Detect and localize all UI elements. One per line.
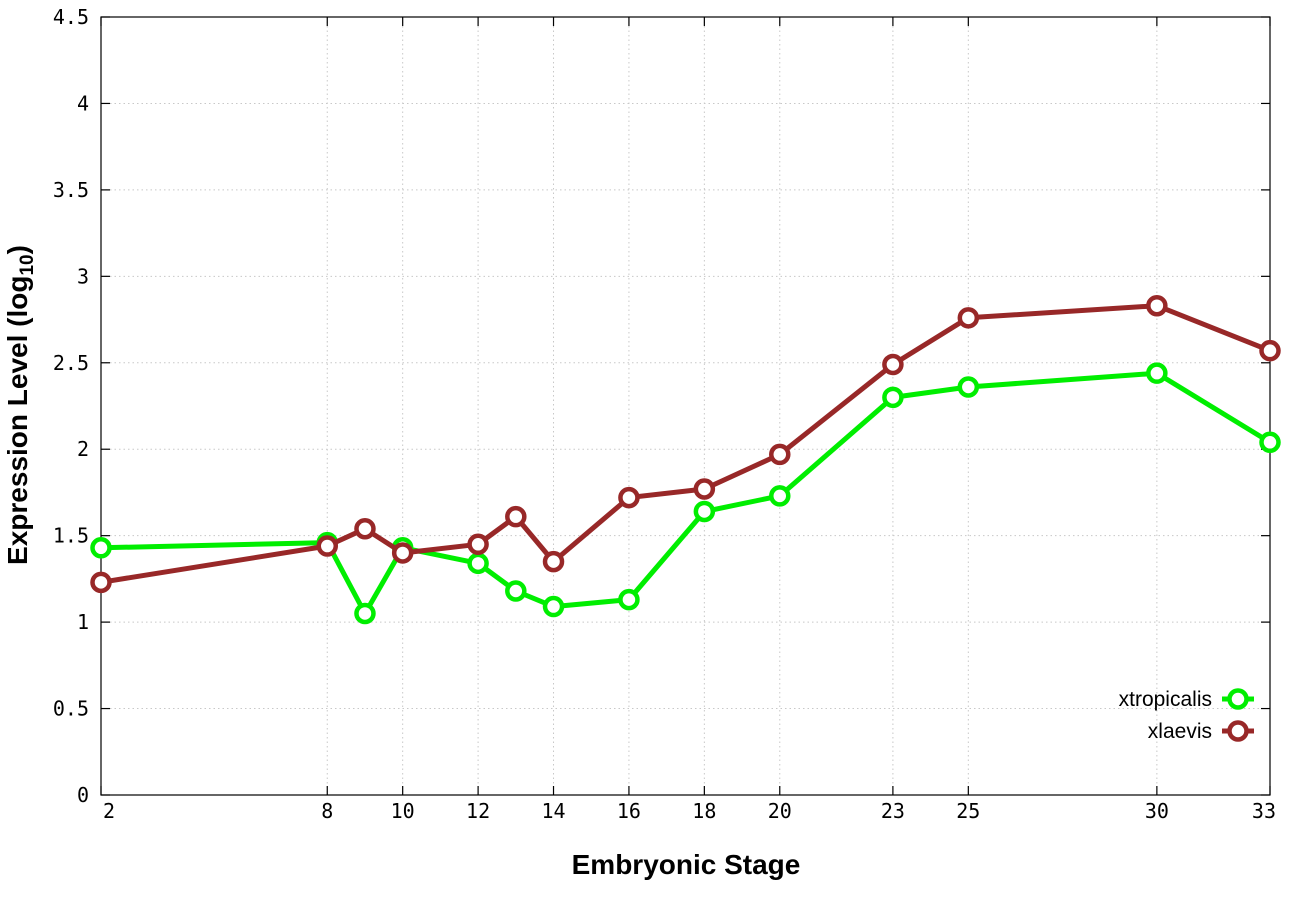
x-tick-label: 33: [1252, 799, 1276, 823]
y-tick-label: 2.5: [53, 351, 89, 375]
y-tick-label: 0: [77, 783, 89, 807]
y-axis-tick-labels: 0 0.5 1 1.5 2 2.5 3 3.5 4 4.5: [53, 5, 89, 807]
y-axis-title-suffix: ): [2, 245, 33, 254]
x-tick-label: 14: [541, 799, 565, 823]
x-tick-label: 16: [617, 799, 641, 823]
y-axis-title-main: Expression Level (log: [2, 276, 33, 565]
legend: xtropicalis xlaevis: [1119, 688, 1254, 743]
x-axis-tick-labels: 2 8 10 12 14 16 18 20 23 25 30 33: [103, 799, 1276, 823]
legend-marker-xtropicalis: [1227, 688, 1249, 710]
data-point-xtropicalis: [957, 376, 980, 398]
y-tick-label: 4: [77, 91, 89, 115]
data-point-xlaevis: [618, 486, 640, 509]
data-point-xlaevis: [316, 535, 339, 557]
data-point-xtropicalis: [505, 580, 527, 602]
data-point-xlaevis: [354, 518, 376, 540]
x-axis-title: Embryonic Stage: [572, 849, 801, 880]
x-tick-label: 25: [956, 799, 980, 823]
data-point-xtropicalis: [882, 386, 904, 409]
y-tick-label: 1.5: [53, 524, 89, 548]
series-layer: [90, 294, 1281, 625]
data-point-xtropicalis: [542, 595, 565, 618]
x-tick-label: 12: [466, 799, 490, 823]
grid-layer: [101, 17, 1270, 795]
data-point-xlaevis: [882, 353, 904, 376]
legend-item-xtropicalis: xtropicalis: [1119, 688, 1254, 711]
data-point-xtropicalis: [618, 588, 640, 611]
y-tick-label: 0.5: [53, 697, 89, 721]
data-point-xtropicalis: [693, 500, 716, 523]
x-tick-label: 30: [1145, 799, 1169, 823]
data-point-xtropicalis: [1259, 431, 1281, 454]
data-point-xlaevis: [769, 443, 791, 466]
x-tick-label: 8: [321, 799, 333, 823]
data-point-xtropicalis: [1146, 362, 1168, 384]
data-point-xlaevis: [90, 571, 112, 594]
x-tick-label: 20: [768, 799, 792, 823]
y-axis-title-subscript: 10: [17, 254, 38, 275]
data-point-xtropicalis: [769, 485, 791, 507]
y-tick-label: 2: [77, 437, 89, 461]
y-tick-label: 1: [77, 610, 89, 634]
series-line-xtropicalis: [100, 370, 1272, 616]
x-tick-label: 10: [391, 799, 415, 823]
data-point-xlaevis: [505, 505, 527, 528]
data-point-xlaevis: [467, 533, 489, 556]
y-axis-title: Expression Level (log10): [2, 245, 38, 565]
data-point-xlaevis: [1146, 294, 1168, 317]
data-point-xlaevis: [391, 542, 414, 564]
y-tick-label: 4.5: [53, 5, 89, 29]
data-point-xlaevis: [957, 307, 980, 329]
x-tick-label: 23: [881, 799, 905, 823]
data-point-xtropicalis: [354, 602, 376, 625]
plot-frame: [100, 16, 1271, 796]
data-point-xlaevis: [542, 550, 565, 573]
data-point-xlaevis: [1259, 339, 1281, 362]
legend-label-xtropicalis: xtropicalis: [1119, 688, 1212, 711]
y-tick-label: 3.5: [53, 178, 89, 202]
data-point-xlaevis: [693, 478, 716, 500]
data-point-xtropicalis: [90, 537, 112, 559]
x-tick-label: 2: [103, 799, 115, 823]
series-line-xlaevis: [100, 303, 1271, 585]
y-tick-label: 3: [77, 264, 89, 288]
ticks-layer: [100, 16, 1271, 796]
legend-item-xlaevis: xlaevis: [1148, 720, 1254, 743]
series-xlaevis: [90, 294, 1281, 594]
legend-marker-xlaevis: [1227, 720, 1249, 742]
x-tick-label: 18: [692, 799, 716, 823]
data-point-xtropicalis: [467, 552, 489, 575]
legend-label-xlaevis: xlaevis: [1148, 720, 1212, 743]
